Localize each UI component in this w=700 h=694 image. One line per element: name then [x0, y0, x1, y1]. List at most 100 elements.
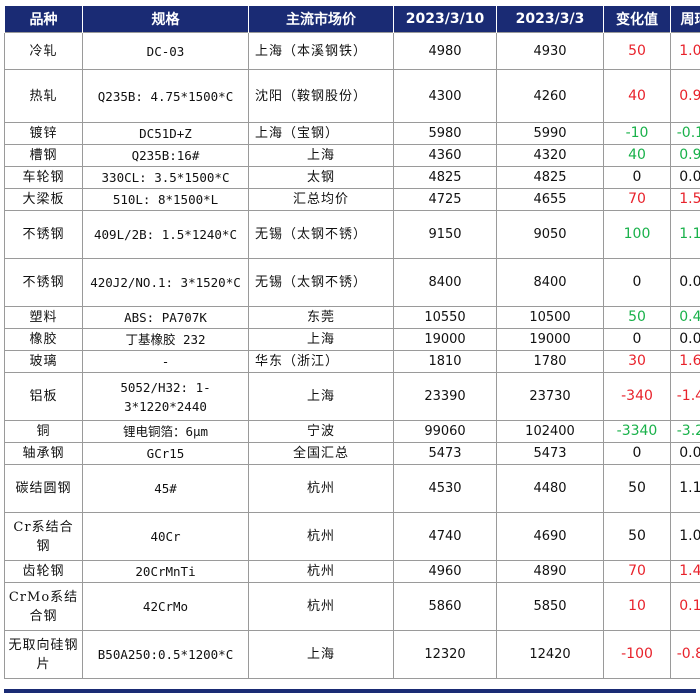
change-cell: 0 [603, 166, 671, 189]
product-cell: 无取向硅钢片 [4, 630, 83, 679]
week-pct-cell: 0.48% [670, 306, 700, 329]
spec-cell: 40Cr [82, 512, 249, 561]
week-pct-cell: 1.10% [670, 210, 700, 259]
price-current-cell: 1810 [393, 350, 497, 373]
product-cell: 大梁板 [4, 188, 83, 211]
product-cell: 塑料 [4, 306, 83, 329]
spec-cell: B50A250:0.5*1200*C [82, 630, 249, 679]
price-current-cell: 4825 [393, 166, 497, 189]
price-previous-cell: 5990 [496, 122, 604, 145]
header-spec: 规格 [82, 5, 249, 33]
market-cell: 上海 [248, 328, 394, 351]
price-previous-cell: 23730 [496, 372, 604, 421]
spec-cell: 20CrMnTi [82, 560, 249, 583]
spec-cell: 42CrMo [82, 582, 249, 631]
price-current-cell: 5980 [393, 122, 497, 145]
spec-cell: GCr15 [82, 442, 249, 465]
product-cell: 不锈钢 [4, 210, 83, 259]
spec-cell: 丁基橡胶 232 [82, 328, 249, 351]
product-cell: 冷轧 [4, 32, 83, 70]
price-current-cell: 4740 [393, 512, 497, 561]
change-cell: 0 [603, 442, 671, 465]
price-previous-cell: 1780 [496, 350, 604, 373]
price-previous-cell: 4825 [496, 166, 604, 189]
price-previous-cell: 4480 [496, 464, 604, 513]
price-current-cell: 10550 [393, 306, 497, 329]
change-cell: 0 [603, 258, 671, 307]
week-pct-cell: 1.01% [670, 32, 700, 70]
change-cell: -100 [603, 630, 671, 679]
price-previous-cell: 5850 [496, 582, 604, 631]
product-cell: 不锈钢 [4, 258, 83, 307]
table-row: 不锈钢 409L/2B: 1.5*1240*C 无锡（太钢不锈） 9150 9050 10… [4, 210, 700, 259]
market-cell: 华东（浙江） [248, 350, 394, 373]
week-pct-cell: 0.00% [670, 166, 700, 189]
spec-cell: 420J2/NO.1: 3*1520*C [82, 258, 249, 307]
change-cell: 50 [603, 32, 671, 70]
price-current-cell: 99060 [393, 420, 497, 443]
change-cell: -10 [603, 122, 671, 145]
change-cell: 100 [603, 210, 671, 259]
spec-cell: 409L/2B: 1.5*1240*C [82, 210, 249, 259]
change-cell: 70 [603, 188, 671, 211]
market-cell: 无锡（太钢不锈） [248, 210, 394, 259]
market-cell: 杭州 [248, 560, 394, 583]
bottom-rule [4, 689, 696, 693]
change-cell: 40 [603, 69, 671, 123]
market-cell: 全国汇总 [248, 442, 394, 465]
table-row: 热轧 Q235B: 4.75*1500*C 沈阳（鞍钢股份） 4300 4260 40 0.… [4, 69, 700, 123]
market-cell: 上海 [248, 630, 394, 679]
price-current-cell: 4725 [393, 188, 497, 211]
price-current-cell: 4300 [393, 69, 497, 123]
week-pct-cell: -1.43% [670, 372, 700, 421]
price-previous-cell: 102400 [496, 420, 604, 443]
table-row: 无取向硅钢片 B50A250:0.5*1200*C 上海 12320 12420 -100… [4, 630, 700, 679]
price-current-cell: 4360 [393, 144, 497, 167]
price-previous-cell: 4320 [496, 144, 604, 167]
header-date-current: 2023/3/10 [393, 5, 497, 33]
change-cell: 10 [603, 582, 671, 631]
table-row: 不锈钢 420J2/NO.1: 3*1520*C 无锡（太钢不锈） 8400 8400 0… [4, 258, 700, 307]
price-table-container: 品种 规格 主流市场价 2023/3/10 2023/3/3 变化值 周环比 冷… [4, 5, 700, 679]
week-pct-cell: 0.17% [670, 582, 700, 631]
spec-cell: 510L: 8*1500*L [82, 188, 249, 211]
change-cell: 50 [603, 512, 671, 561]
market-cell: 上海 [248, 372, 394, 421]
product-cell: 槽钢 [4, 144, 83, 167]
price-current-cell: 9150 [393, 210, 497, 259]
product-cell: 热轧 [4, 69, 83, 123]
product-cell: 齿轮钢 [4, 560, 83, 583]
header-week-pct: 周环比 [670, 5, 700, 33]
product-cell: Cr系结合钢 [4, 512, 83, 561]
price-current-cell: 23390 [393, 372, 497, 421]
spec-cell: DC51D+Z [82, 122, 249, 145]
price-current-cell: 8400 [393, 258, 497, 307]
week-pct-cell: -0.17% [670, 122, 700, 145]
product-cell: 车轮钢 [4, 166, 83, 189]
header-change: 变化值 [603, 5, 671, 33]
spec-cell: 锂电铜箔：6μm [82, 420, 249, 443]
steel-price-table: 品种 规格 主流市场价 2023/3/10 2023/3/3 变化值 周环比 冷… [4, 5, 700, 679]
market-cell: 上海 [248, 144, 394, 167]
table-row: 铝板 5052/H32: 1-3*1220*2440 上海 23390 23730 -34… [4, 372, 700, 421]
market-cell: 汇总均价 [248, 188, 394, 211]
price-previous-cell: 4655 [496, 188, 604, 211]
change-cell: -340 [603, 372, 671, 421]
market-cell: 上海（本溪钢铁） [248, 32, 394, 70]
market-cell: 太钢 [248, 166, 394, 189]
header-market: 主流市场价 [248, 5, 394, 33]
product-cell: 碳结圆钢 [4, 464, 83, 513]
product-cell: CrMo系结合钢 [4, 582, 83, 631]
product-cell: 铝板 [4, 372, 83, 421]
price-previous-cell: 9050 [496, 210, 604, 259]
change-cell: 50 [603, 306, 671, 329]
price-current-cell: 4960 [393, 560, 497, 583]
